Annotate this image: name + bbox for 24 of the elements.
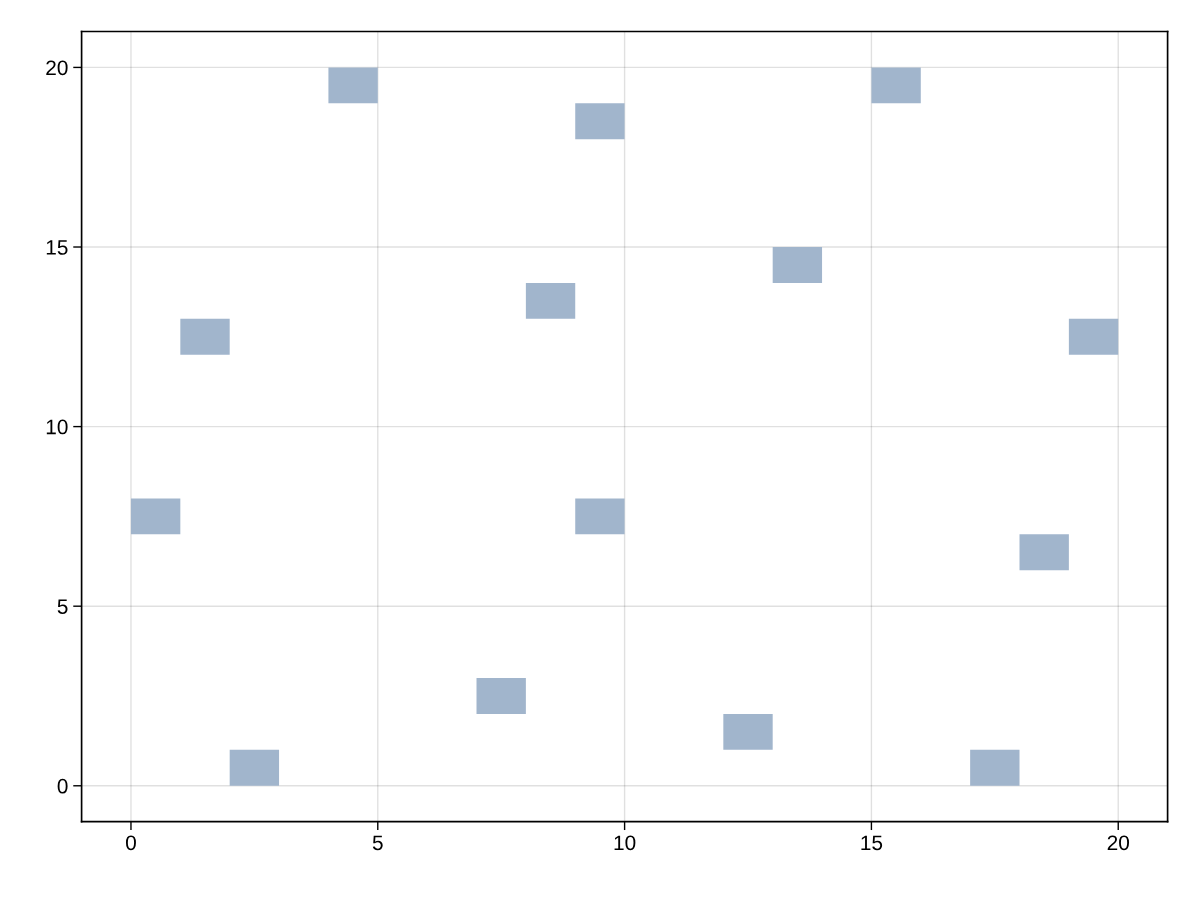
x-tick-label: 0: [125, 835, 136, 851]
bar: [575, 498, 625, 535]
x-tick-label: 5: [372, 835, 383, 851]
bar: [970, 749, 1020, 786]
x-tick-label: 20: [1107, 835, 1130, 851]
y-tick-label: 5: [57, 599, 68, 614]
bar: [130, 498, 181, 535]
bar: [871, 67, 921, 104]
bar: [1068, 318, 1119, 355]
bar: [723, 713, 773, 750]
y-tick-label: 15: [46, 240, 68, 255]
bar: [229, 749, 280, 786]
x-tick-label: 15: [861, 835, 883, 851]
bar: [180, 318, 230, 355]
bar: [772, 247, 823, 283]
bar: [1019, 534, 1069, 571]
bar: [476, 678, 526, 714]
bar: [525, 282, 576, 319]
y-tick-label: 10: [46, 419, 68, 435]
y-tick-label: 20: [46, 60, 68, 76]
bar: [328, 67, 378, 104]
bar: [575, 103, 625, 140]
y-tick-label: 0: [57, 778, 68, 794]
x-tick-label: 10: [614, 835, 636, 851]
